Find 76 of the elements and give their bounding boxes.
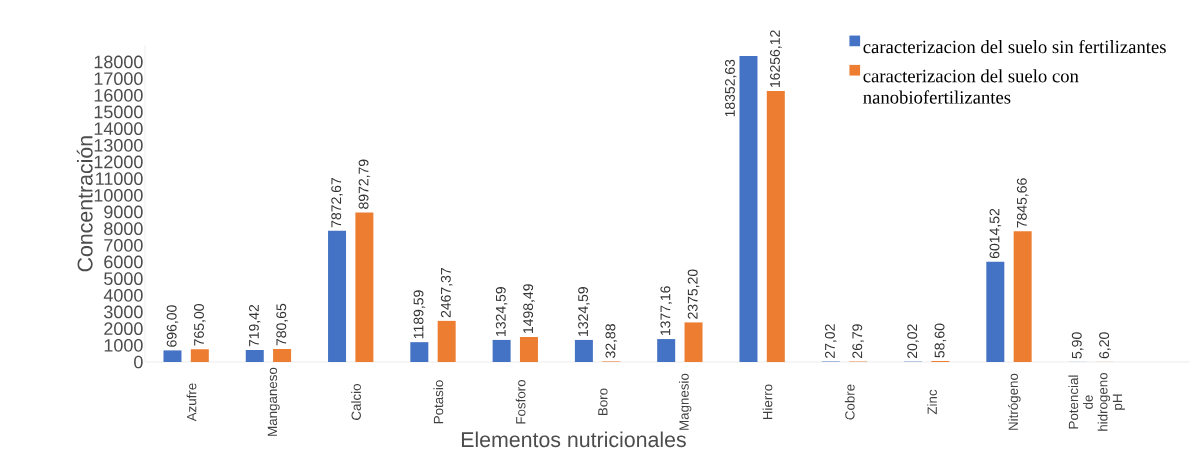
y-tick-label: 4000 bbox=[103, 288, 143, 302]
y-tick-label: 5000 bbox=[104, 272, 143, 286]
y-tick-label: 0 bbox=[134, 355, 143, 369]
y-tick-label: 9000 bbox=[104, 205, 143, 219]
y-tick-label: 13000 bbox=[94, 138, 143, 152]
bar bbox=[328, 230, 347, 362]
x-tick-label: Nitrógeno bbox=[1008, 373, 1021, 430]
x-tick-label: Cobre bbox=[844, 384, 855, 420]
bar bbox=[437, 320, 456, 362]
x-tick-label: Manganeso bbox=[267, 367, 280, 436]
data-label: 6,20 bbox=[1099, 332, 1111, 359]
bar bbox=[163, 350, 182, 362]
x-tick-label: Azufre bbox=[186, 383, 197, 422]
y-tick-label: 1000 bbox=[104, 338, 143, 352]
y-tick-label: 12000 bbox=[94, 155, 143, 169]
y-tick-label: 16000 bbox=[94, 88, 143, 102]
data-label: 2467,37 bbox=[440, 268, 453, 318]
bar bbox=[986, 261, 1005, 362]
bar bbox=[410, 342, 429, 362]
data-label: 765,00 bbox=[194, 304, 206, 346]
data-label: 26,79 bbox=[852, 324, 864, 358]
legend-label: caracterizacion del suelo con nanobiofertilizantes bbox=[863, 69, 1079, 104]
y-tick-label: 14000 bbox=[94, 122, 143, 136]
data-label: 7845,66 bbox=[1016, 178, 1029, 228]
bar bbox=[492, 339, 511, 362]
data-label: 1324,59 bbox=[578, 287, 590, 336]
data-label: 18352,63 bbox=[724, 59, 737, 117]
bar bbox=[190, 349, 209, 362]
bar bbox=[519, 337, 538, 362]
x-tick-label: Potencial de hidrogeno pH bbox=[1068, 372, 1125, 431]
y-tick-label: 11000 bbox=[96, 172, 143, 186]
bar bbox=[245, 350, 264, 362]
bar bbox=[657, 339, 676, 362]
data-label: 6014,52 bbox=[989, 208, 1002, 259]
data-label: 1324,59 bbox=[495, 287, 508, 336]
x-tick-label: Boro bbox=[598, 388, 608, 416]
data-label: 2375,20 bbox=[687, 269, 700, 319]
data-label: 7872,67 bbox=[331, 177, 343, 228]
y-tick-label: 3000 bbox=[104, 305, 143, 319]
x-axis-title: Elementos nutricionales bbox=[461, 431, 686, 448]
y-tick-label: 6000 bbox=[104, 255, 143, 269]
data-label: 32,88 bbox=[605, 324, 618, 358]
data-label: 58,60 bbox=[934, 323, 947, 358]
bar bbox=[739, 56, 758, 362]
x-tick-label: Zinc bbox=[927, 389, 937, 415]
legend-label: caracterizacion del suelo sin fertilizantes bbox=[863, 39, 1166, 54]
bar bbox=[574, 339, 593, 362]
y-tick-label: 8000 bbox=[104, 222, 143, 236]
x-tick-label: Calcio bbox=[351, 384, 361, 420]
x-tick-label: Hierro bbox=[762, 384, 773, 420]
x-tick-label: Fosforo bbox=[515, 380, 526, 424]
bar bbox=[684, 322, 703, 362]
data-label: 27,02 bbox=[824, 324, 837, 358]
y-tick-label: 2000 bbox=[104, 322, 143, 336]
data-label: 20,02 bbox=[907, 324, 919, 359]
bar bbox=[1013, 231, 1032, 362]
data-label: 719,42 bbox=[248, 304, 261, 347]
data-label: 5,90 bbox=[1071, 332, 1084, 359]
y-tick-label: 15000 bbox=[94, 105, 143, 119]
data-label: 16256,12 bbox=[770, 30, 782, 88]
y-tick-label: 10000 bbox=[94, 188, 143, 202]
bar bbox=[273, 348, 292, 362]
y-tick-label: 7000 bbox=[104, 238, 143, 252]
x-tick-label: Potasio bbox=[433, 380, 444, 424]
data-label: 1377,16 bbox=[660, 286, 672, 336]
data-label: 1189,59 bbox=[413, 290, 426, 339]
data-label: 8972,79 bbox=[358, 159, 371, 209]
data-label: 780,65 bbox=[276, 303, 288, 346]
x-tick-label: Magnesio bbox=[678, 373, 692, 430]
bar bbox=[766, 91, 785, 362]
y-tick-label: 17000 bbox=[94, 72, 143, 86]
data-label: 696,00 bbox=[166, 305, 179, 347]
data-label: 1498,49 bbox=[523, 284, 535, 334]
y-axis-title: Concentración bbox=[76, 136, 93, 272]
bar bbox=[355, 212, 374, 362]
y-tick-label: 18000 bbox=[94, 55, 143, 69]
